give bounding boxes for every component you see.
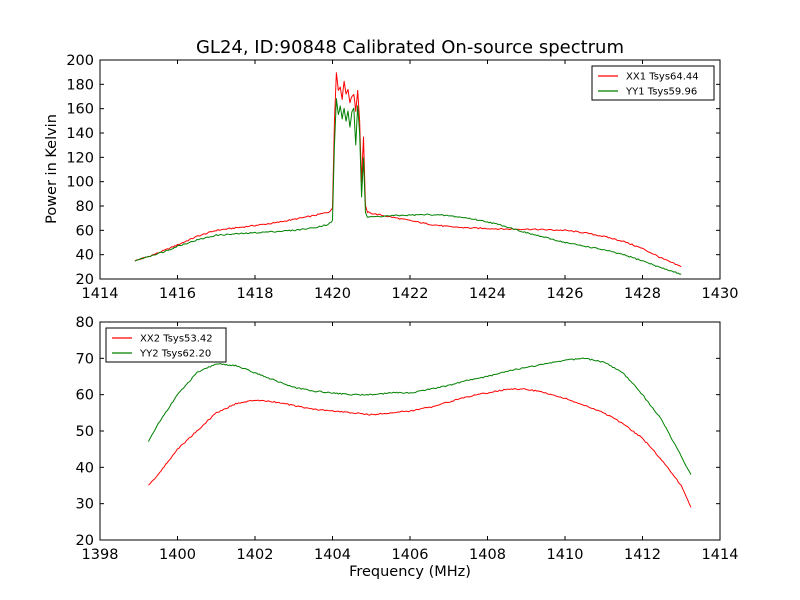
x-tick-label: 1412 — [624, 547, 661, 563]
y-tick-label: 40 — [76, 248, 94, 264]
legend-label-1: YY1 Tsys59.96 — [625, 87, 697, 98]
series-line-0-0 — [134, 72, 682, 268]
legend-label-0: XX1 Tsys64.44 — [626, 72, 699, 83]
x-tick-label: 1418 — [237, 286, 274, 302]
x-tick-label: 1398 — [82, 547, 119, 563]
series-group — [147, 357, 692, 508]
y-tick-label: 140 — [66, 126, 94, 142]
y-tick-label: 80 — [76, 199, 94, 215]
y-tick-label: 180 — [66, 77, 94, 93]
y-tick-label: 40 — [76, 460, 94, 476]
top-panel-xx1-yy1: 1414 1416 1418 1420 1422 1424 1426 1428 1430 20 40… — [66, 53, 738, 302]
legend-box — [591, 65, 715, 101]
y-axis-label: Power in Kelvin — [44, 114, 60, 224]
x-tick-label: 1410 — [547, 547, 584, 563]
y-tick-label: 20 — [76, 533, 94, 549]
bottom-panel-xx2-yy2: 1398 1400 1402 1404 1406 1408 1410 1412 1414 20 30… — [76, 315, 739, 563]
y-tick-label: 30 — [76, 497, 94, 513]
legend-label-0: XX2 Tsys53.42 — [140, 334, 213, 345]
x-tick-label: 1400 — [159, 547, 196, 563]
y-tick-label: 20 — [76, 272, 94, 288]
legend: XX1 Tsys64.44 YY1 Tsys59.96 — [591, 65, 715, 101]
y-tick-label: 100 — [66, 175, 94, 191]
figure-title: GL24, ID:90848 Calibrated On-source spec… — [196, 37, 624, 58]
legend: XX2 Tsys53.42 YY2 Tsys62.20 — [105, 327, 227, 363]
x-tick-label: 1414 — [82, 286, 119, 302]
y-tick-label: 80 — [76, 315, 94, 331]
x-tick-label: 1402 — [237, 547, 274, 563]
y-tick-label: 120 — [66, 150, 94, 166]
legend-label-1: YY2 Tsys62.20 — [139, 349, 211, 360]
series-line-1-0 — [148, 388, 692, 508]
x-axis-label: Frequency (MHz) — [349, 564, 471, 580]
x-tick-label: 1404 — [314, 547, 351, 563]
y-tick-label: 50 — [76, 424, 94, 440]
x-tick-label: 1424 — [469, 286, 506, 302]
series-line-0-1 — [134, 98, 682, 275]
y-tick-label: 60 — [76, 223, 94, 239]
y-tick-label: 160 — [66, 102, 94, 118]
y-tick-label: 60 — [76, 388, 94, 404]
x-tick-label: 1416 — [159, 286, 196, 302]
x-tick-label: 1426 — [547, 286, 584, 302]
x-tick-label: 1428 — [624, 286, 661, 302]
x-tick-label: 1408 — [469, 547, 506, 563]
series-group — [134, 72, 682, 275]
x-tick-label: 1430 — [702, 286, 739, 302]
series-line-1-1 — [147, 357, 692, 475]
x-tick-label: 1422 — [392, 286, 429, 302]
x-tick-label: 1420 — [314, 286, 351, 302]
y-tick-label: 200 — [66, 53, 94, 69]
x-tick-label: 1406 — [392, 547, 429, 563]
legend-box — [105, 327, 227, 363]
y-tick-label: 70 — [76, 351, 94, 367]
x-tick-label: 1414 — [702, 547, 739, 563]
